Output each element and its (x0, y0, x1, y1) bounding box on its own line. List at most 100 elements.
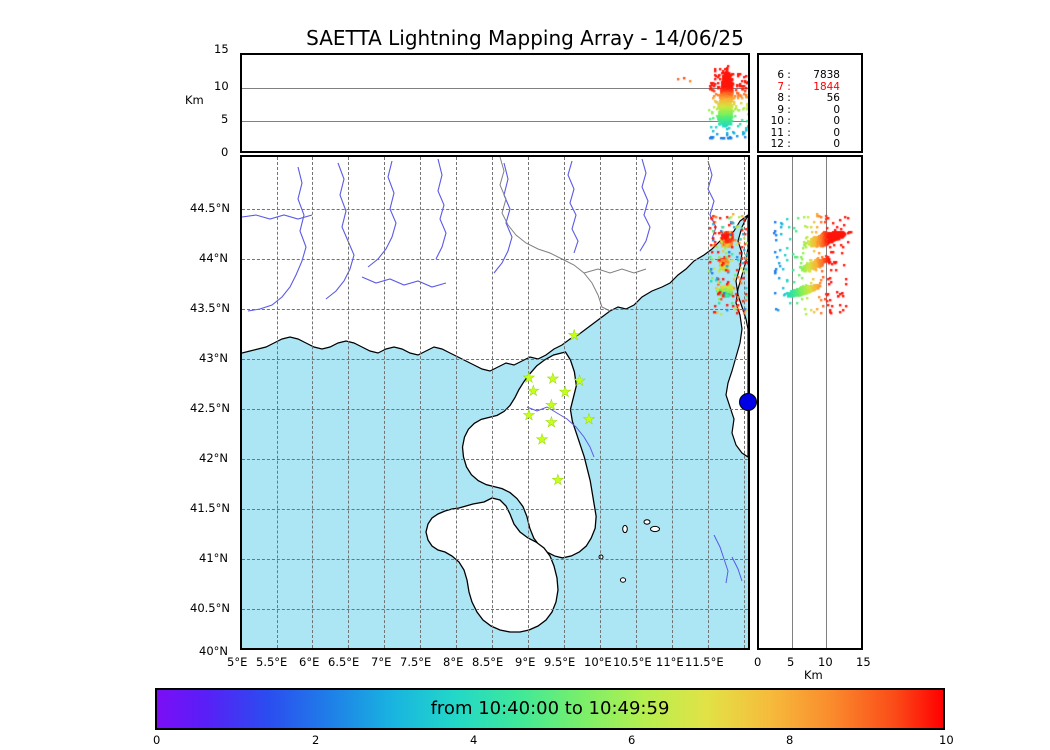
map-lon-tick: 5°E (227, 655, 248, 669)
station-star-icon[interactable] (573, 374, 586, 387)
top-ytick-5: 5 (221, 112, 229, 126)
top-ytick-15: 15 (214, 42, 229, 56)
top-yaxis-label: Km (185, 93, 204, 107)
map-lat-tick: 41.5°N (190, 501, 230, 515)
map-lon-tick: 8.5°E (472, 655, 504, 669)
station-star-icon[interactable] (582, 412, 596, 425)
legend-station-key: 7 (777, 80, 784, 93)
right-panel-scatter (759, 157, 861, 648)
page-title: SAETTA Lightning Mapping Array - 14/06/2… (306, 26, 744, 50)
station-count-list: 6 : 7838 7 : 1844 8 : 56 9 : 0 10 : 0 11… (762, 69, 860, 151)
map-lat-tick: 41°N (199, 551, 228, 565)
station-star-icon[interactable] (567, 328, 581, 341)
colorbar-tick: 2 (312, 733, 320, 747)
station-star-icon[interactable] (551, 473, 565, 486)
station-star-inner (546, 400, 557, 410)
legend-row: 12 : 0 (762, 138, 860, 151)
station-star-inner (569, 330, 579, 340)
colorbar-caption: from 10:40:00 to 10:49:59 (430, 698, 670, 719)
map-lon-tick: 6.5°E (328, 655, 360, 669)
altitude-time-panel[interactable] (240, 53, 750, 153)
map-lon-tick: 10°E (584, 655, 612, 669)
map-lat-tick: 42°N (199, 451, 228, 465)
map-lon-tick: 11.5°E (685, 655, 724, 669)
map-lon-tick: 8°E (443, 655, 464, 669)
reference-marker-dot[interactable] (739, 393, 757, 411)
station-star-inner (546, 417, 557, 427)
legend-row: 7 : 1844 (762, 80, 860, 94)
legend-separator: : (787, 80, 791, 93)
legend-row: 9 : 0 (762, 103, 860, 117)
map-panel-scatter (242, 157, 748, 648)
map-lon-tick: 9.5°E (544, 655, 576, 669)
station-marker-group (242, 157, 748, 648)
right-xtick-15: 15 (856, 655, 871, 669)
map-lon-tick: 5.5°E (256, 655, 288, 669)
colorbar-tick: 4 (470, 733, 478, 747)
station-star-inner (524, 372, 534, 382)
legend-station-key: 11 (770, 126, 784, 139)
legend-count-value: 0 (833, 126, 840, 139)
station-star-inner (574, 375, 585, 385)
station-star-inner (584, 414, 594, 424)
station-star-icon[interactable] (527, 384, 540, 397)
map-lon-tick: 7.5°E (400, 655, 432, 669)
map-lat-tick: 44°N (199, 251, 228, 265)
legend-count-value: 0 (833, 103, 840, 116)
legend-station-key: 9 (777, 103, 784, 116)
station-star-icon[interactable] (545, 415, 558, 428)
station-star-inner (524, 410, 534, 420)
top-ytick-10: 10 (214, 79, 229, 93)
top-panel-scatter (242, 55, 748, 151)
altitude-latitude-panel[interactable] (757, 155, 863, 650)
station-count-legend-panel (757, 53, 863, 153)
legend-row: 8 : 56 (762, 92, 860, 105)
right-xaxis-label: Km (804, 668, 823, 682)
legend-separator: : (787, 103, 791, 116)
map-lat-tick: 42.5°N (190, 401, 230, 415)
legend-row: 6 : 7838 (762, 69, 860, 82)
legend-separator: : (787, 115, 791, 127)
colorbar-tick: 0 (153, 733, 161, 747)
top-ytick-0: 0 (221, 145, 229, 159)
station-star-icon[interactable] (522, 371, 536, 384)
map-lon-tick: 10.5°E (613, 655, 652, 669)
legend-station-key: 12 (770, 138, 784, 150)
colorbar-tick: 6 (628, 733, 636, 747)
legend-station-key: 8 (777, 92, 784, 104)
legend-separator: : (787, 138, 791, 150)
map-lat-tick: 40°N (199, 644, 228, 658)
station-star-icon[interactable] (545, 398, 558, 411)
legend-row: 11 : 0 (762, 126, 860, 140)
station-star-inner (528, 385, 539, 396)
station-star-icon[interactable] (558, 385, 572, 398)
legend-count-value: 56 (826, 92, 840, 104)
map-lon-tick: 9°E (515, 655, 536, 669)
map-panel[interactable] (240, 155, 750, 650)
legend-count-value: 0 (833, 115, 840, 127)
station-star-inner (560, 386, 570, 397)
legend-count-value: 0 (833, 138, 840, 150)
map-lat-tick: 43°N (199, 351, 228, 365)
legend-separator: : (787, 126, 791, 139)
colorbar[interactable] (155, 688, 945, 730)
map-lon-tick: 7°E (371, 655, 392, 669)
map-lon-tick: 11°E (656, 655, 684, 669)
map-lat-tick: 43.5°N (190, 301, 230, 315)
legend-count-value: 7838 (813, 69, 840, 81)
station-star-icon[interactable] (522, 408, 536, 421)
map-lon-tick: 6°E (299, 655, 320, 669)
legend-separator: : (787, 92, 791, 104)
legend-separator: : (787, 69, 791, 81)
colorbar-tick: 10 (939, 733, 954, 747)
station-star-inner (537, 434, 547, 444)
station-star-inner (548, 373, 558, 383)
legend-station-key: 6 (777, 69, 784, 81)
legend-station-key: 10 (770, 115, 784, 127)
map-lat-tick: 44.5°N (190, 201, 230, 215)
legend-count-value: 1844 (813, 80, 840, 93)
right-xtick-0: 0 (754, 655, 762, 669)
station-star-icon[interactable] (535, 432, 549, 445)
station-star-inner (553, 474, 563, 485)
station-star-icon[interactable] (546, 372, 560, 385)
